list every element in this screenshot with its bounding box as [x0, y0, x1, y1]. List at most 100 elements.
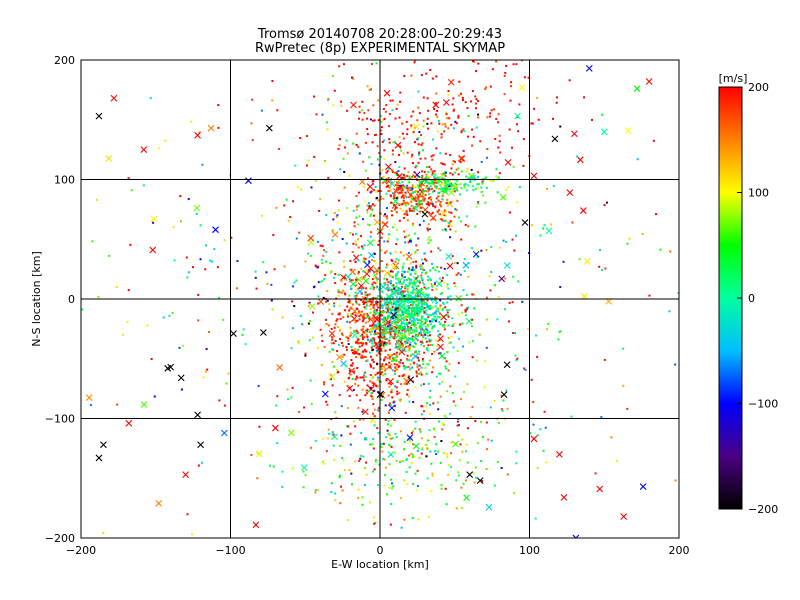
data-point — [391, 270, 394, 273]
data-point — [361, 410, 364, 413]
data-point — [382, 319, 385, 322]
data-point — [451, 163, 454, 166]
data-point — [360, 310, 363, 313]
data-point — [388, 112, 391, 115]
data-point — [372, 348, 375, 351]
data-point — [322, 249, 325, 252]
data-point — [395, 181, 398, 184]
data-point — [513, 492, 516, 495]
data-point — [406, 151, 409, 154]
data-point — [334, 273, 337, 276]
data-point — [449, 385, 452, 388]
data-point — [395, 305, 398, 308]
data-point — [446, 308, 449, 311]
data-point — [388, 342, 391, 345]
data-point — [447, 324, 450, 327]
data-point — [374, 373, 377, 376]
data-point — [390, 482, 393, 485]
data-point — [495, 60, 498, 63]
data-point — [484, 176, 487, 179]
data-point — [422, 179, 425, 182]
data-point — [505, 240, 508, 243]
data-point — [389, 523, 392, 526]
data-point — [368, 331, 371, 334]
data-point — [398, 135, 401, 138]
data-point — [399, 347, 402, 350]
data-point — [518, 185, 521, 188]
data-point — [371, 376, 374, 379]
data-point — [485, 156, 488, 159]
data-point — [476, 256, 479, 259]
data-point — [419, 307, 422, 310]
data-point — [396, 379, 399, 382]
data-point — [398, 375, 401, 378]
data-point-x — [362, 277, 370, 285]
data-point — [191, 266, 194, 269]
data-point — [496, 318, 499, 321]
data-point-x — [455, 294, 463, 302]
data-point — [445, 202, 448, 205]
data-point — [377, 335, 380, 338]
data-point — [465, 479, 468, 482]
data-point — [382, 316, 385, 319]
data-point — [454, 230, 457, 233]
data-point — [387, 167, 390, 170]
data-point — [414, 296, 417, 299]
data-point — [428, 396, 431, 399]
data-point — [360, 245, 363, 248]
data-point — [433, 450, 436, 453]
data-point — [381, 363, 384, 366]
data-point — [403, 336, 406, 339]
data-point — [430, 462, 433, 465]
data-point — [420, 276, 423, 279]
data-point — [350, 358, 353, 361]
data-point-x — [403, 377, 411, 385]
data-point — [362, 270, 365, 273]
data-point — [380, 155, 383, 158]
data-point — [207, 330, 210, 333]
data-point — [416, 319, 419, 322]
data-point — [439, 461, 442, 464]
data-point-x — [498, 275, 506, 283]
data-point — [418, 364, 421, 367]
data-point — [355, 208, 358, 211]
data-point — [412, 130, 415, 133]
data-point — [364, 276, 367, 279]
data-point — [390, 327, 393, 330]
data-point — [376, 349, 379, 352]
data-point — [372, 447, 375, 450]
data-point — [409, 338, 412, 341]
data-point — [372, 304, 375, 307]
data-point — [393, 193, 396, 196]
data-point — [415, 489, 418, 492]
colorbar-tick-label: −100 — [748, 398, 778, 411]
data-point — [311, 311, 314, 314]
data-point — [389, 365, 392, 368]
data-point — [414, 260, 417, 263]
data-point — [404, 311, 407, 314]
data-point — [343, 186, 346, 189]
data-point — [533, 107, 536, 110]
data-point — [402, 362, 405, 365]
data-point — [433, 108, 436, 111]
data-point — [328, 302, 331, 305]
data-point — [365, 330, 368, 333]
data-point — [357, 204, 360, 207]
data-point — [409, 209, 412, 212]
data-point — [459, 398, 462, 401]
data-point — [358, 105, 361, 108]
data-point — [428, 228, 431, 231]
data-point-x — [207, 124, 215, 132]
data-point — [610, 436, 613, 439]
data-point — [356, 302, 359, 305]
data-point — [362, 287, 365, 290]
data-point-x — [373, 218, 381, 226]
data-point — [389, 437, 392, 440]
data-point — [415, 264, 418, 267]
data-point — [429, 68, 432, 71]
data-point — [419, 206, 422, 209]
data-point — [493, 399, 496, 402]
data-point — [357, 259, 360, 262]
data-point — [411, 307, 414, 310]
